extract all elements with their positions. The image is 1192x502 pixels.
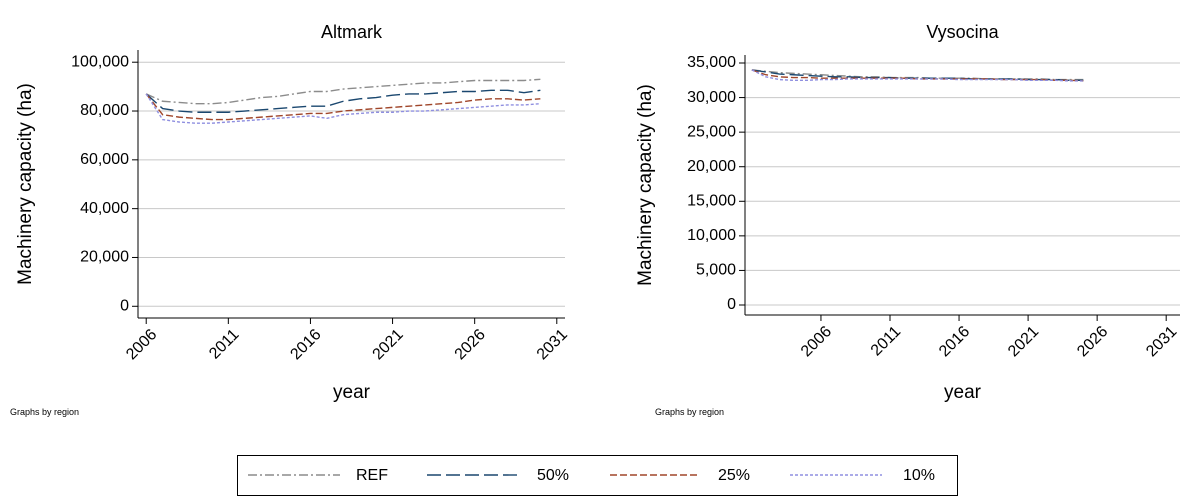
legend-label: 25% [718, 467, 750, 484]
y-axis-label: Machinery capacity (ha) [635, 84, 656, 286]
chart-title: Altmark [321, 22, 383, 42]
y-tick-label: 5,000 [696, 262, 736, 279]
y-tick-label: 20,000 [687, 158, 736, 175]
y-tick-label: 35,000 [687, 54, 736, 71]
y-tick-label: 0 [120, 298, 129, 315]
series-line [145, 93, 541, 121]
series-line [145, 89, 541, 113]
y-tick-label: 30,000 [687, 89, 736, 106]
series-line [145, 93, 541, 124]
note: Graphs by region [10, 407, 79, 417]
panel-background [600, 0, 1192, 432]
legend-label: 10% [903, 467, 935, 484]
note: Graphs by region [655, 407, 724, 417]
y-axis-label: Machinery capacity (ha) [15, 83, 36, 285]
y-tick-label: 80,000 [80, 102, 129, 119]
x-axis-label: year [333, 382, 371, 403]
y-tick-label: 20,000 [80, 249, 129, 266]
series-line [751, 69, 1084, 81]
y-tick-label: 15,000 [687, 193, 736, 210]
y-tick-label: 60,000 [80, 151, 129, 168]
chart-title: Vysocina [926, 22, 999, 42]
x-axis-label: year [944, 382, 982, 403]
y-tick-label: 25,000 [687, 123, 736, 140]
y-tick-label: 100,000 [71, 53, 129, 70]
legend-box [237, 455, 958, 496]
y-tick-label: 10,000 [687, 227, 736, 244]
series-line [751, 69, 1084, 82]
series-line [145, 78, 541, 105]
legend-label: REF [356, 467, 388, 484]
legend-label: 50% [537, 467, 569, 484]
panel-background [0, 0, 590, 432]
y-tick-label: 0 [727, 296, 736, 313]
y-tick-label: 40,000 [80, 200, 129, 217]
